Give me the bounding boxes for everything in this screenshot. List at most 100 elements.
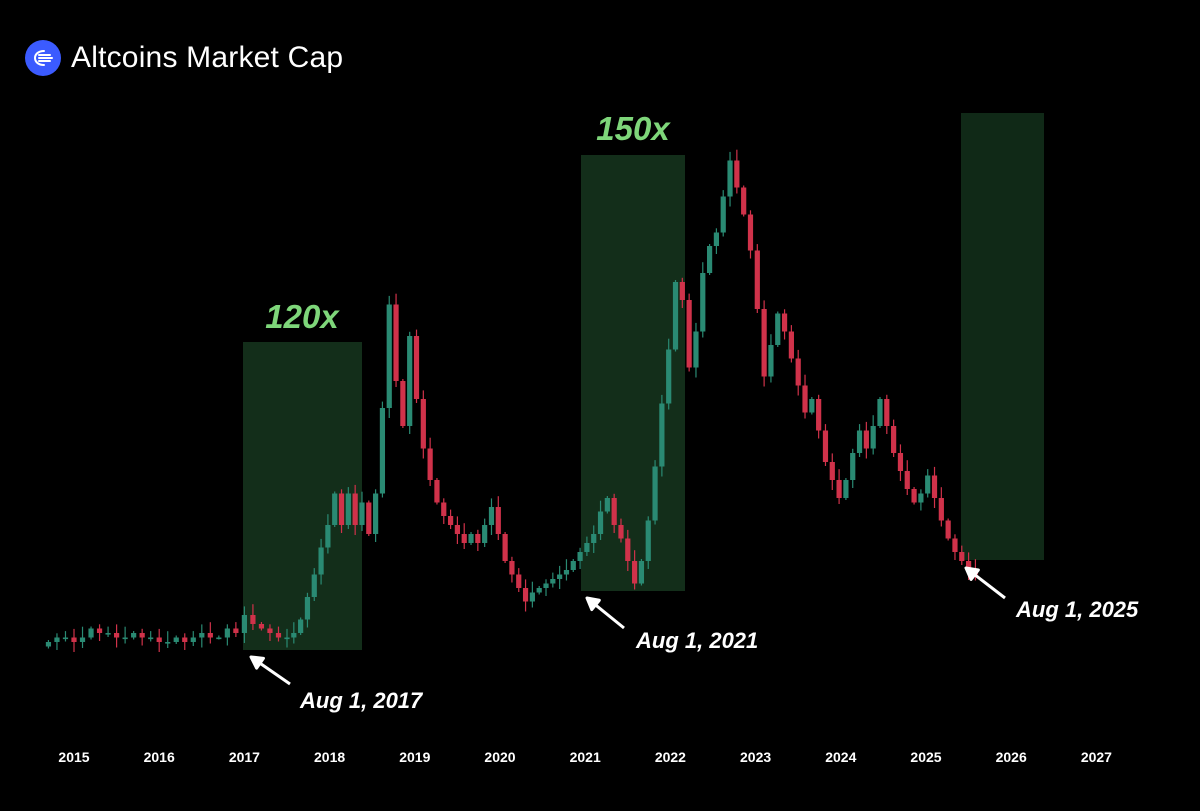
candle-up <box>577 552 583 561</box>
candle-down <box>911 489 917 503</box>
candle-up <box>224 628 230 638</box>
x-tick-label: 2027 <box>1081 749 1112 765</box>
candle-down <box>679 282 685 300</box>
candle-up <box>190 637 196 642</box>
candle-up <box>407 336 413 426</box>
candle-up <box>570 561 576 570</box>
candle-up <box>536 588 542 593</box>
candle-down <box>139 633 145 638</box>
candle-up <box>543 583 549 588</box>
candle-down <box>611 498 617 525</box>
candle-up <box>122 637 128 640</box>
candle-down <box>816 399 822 431</box>
zone-2025-projected <box>961 113 1044 560</box>
zone-2017-rally <box>243 342 362 650</box>
candle-up <box>856 430 863 453</box>
candle-down <box>441 502 447 516</box>
candle-up <box>88 628 94 638</box>
candle-down <box>267 628 273 633</box>
candle-down <box>413 336 420 399</box>
candle-up <box>693 331 699 368</box>
candle-up <box>241 615 247 633</box>
candle-down <box>352 493 358 525</box>
candle-down <box>938 498 944 521</box>
candle-up <box>563 570 570 575</box>
candle-down <box>863 430 869 449</box>
zone-label-120x: 120x <box>265 298 340 335</box>
candle-up <box>604 498 610 512</box>
coin-logo-icon <box>25 40 61 76</box>
candle-up <box>79 637 86 642</box>
candle-down <box>836 480 842 498</box>
date-annotations: Aug 1, 2017 Aug 1, 2021 Aug 1, 2025 <box>249 566 1139 713</box>
candle-down <box>822 430 829 462</box>
x-tick-label: 2022 <box>655 749 686 765</box>
candle-down <box>96 628 103 633</box>
candle-down <box>754 250 760 309</box>
candle-up <box>591 534 597 543</box>
annotation-aug-2017: Aug 1, 2017 <box>249 655 424 713</box>
candle-down <box>618 525 624 539</box>
x-tick-label: 2020 <box>484 749 515 765</box>
candle-up <box>713 232 720 246</box>
candle-up <box>291 633 297 638</box>
x-tick-label: 2018 <box>314 749 345 765</box>
candle-up <box>666 349 672 404</box>
candle-down <box>454 525 460 534</box>
candle-up <box>672 282 679 350</box>
arrow-icon <box>585 596 625 630</box>
x-tick-label: 2024 <box>825 749 856 765</box>
candle-up <box>488 507 495 525</box>
candle-up <box>311 574 317 597</box>
candle-down <box>891 426 897 453</box>
x-tick-label: 2025 <box>910 749 941 765</box>
candle-up <box>148 637 154 640</box>
x-tick-label: 2019 <box>399 749 430 765</box>
candle-down <box>781 313 788 332</box>
candle-down <box>931 475 938 498</box>
zone-labels: 120x 150x <box>265 110 671 335</box>
candle-up <box>850 453 856 480</box>
candle-up <box>706 246 713 273</box>
candle-down <box>502 534 508 561</box>
candle-down <box>788 331 794 359</box>
candle-up <box>925 475 931 494</box>
candle-down <box>734 160 740 188</box>
candle-up <box>62 637 69 640</box>
candle-up <box>700 273 706 332</box>
candle-up <box>386 304 392 408</box>
candle-down <box>761 309 767 377</box>
candle-down <box>461 534 467 543</box>
candle-down <box>366 502 372 534</box>
candle-up <box>557 574 563 579</box>
candle-down <box>747 214 754 251</box>
candle-up <box>131 633 137 638</box>
x-tick-label: 2026 <box>996 749 1027 765</box>
candle-up <box>105 633 111 635</box>
candle-down <box>516 574 522 588</box>
candle-down <box>475 534 481 543</box>
candle-down <box>447 516 454 525</box>
candle-up <box>45 642 52 647</box>
candle-down <box>829 462 835 480</box>
candle-up <box>359 502 365 525</box>
candle-down <box>966 561 972 570</box>
candle-down <box>884 399 890 426</box>
candle-down <box>795 358 801 386</box>
candle-down <box>420 399 426 449</box>
stream-lines-icon <box>33 50 53 66</box>
candle-up <box>318 547 324 575</box>
annotation-label: Aug 1, 2025 <box>1015 597 1139 622</box>
candle-up <box>652 466 658 521</box>
arrow-icon <box>249 655 291 686</box>
candle-down <box>427 448 433 480</box>
candle-up <box>482 525 488 543</box>
candle-up <box>54 637 60 642</box>
candle-up <box>304 597 311 620</box>
x-axis: 2015 2016 2017 2018 2019 2020 2021 2022 2023 2024… <box>58 749 1112 765</box>
candle-up <box>550 579 556 584</box>
candle-up <box>345 493 351 525</box>
candle-down <box>802 385 808 413</box>
annotation-aug-2021: Aug 1, 2021 <box>585 596 758 653</box>
